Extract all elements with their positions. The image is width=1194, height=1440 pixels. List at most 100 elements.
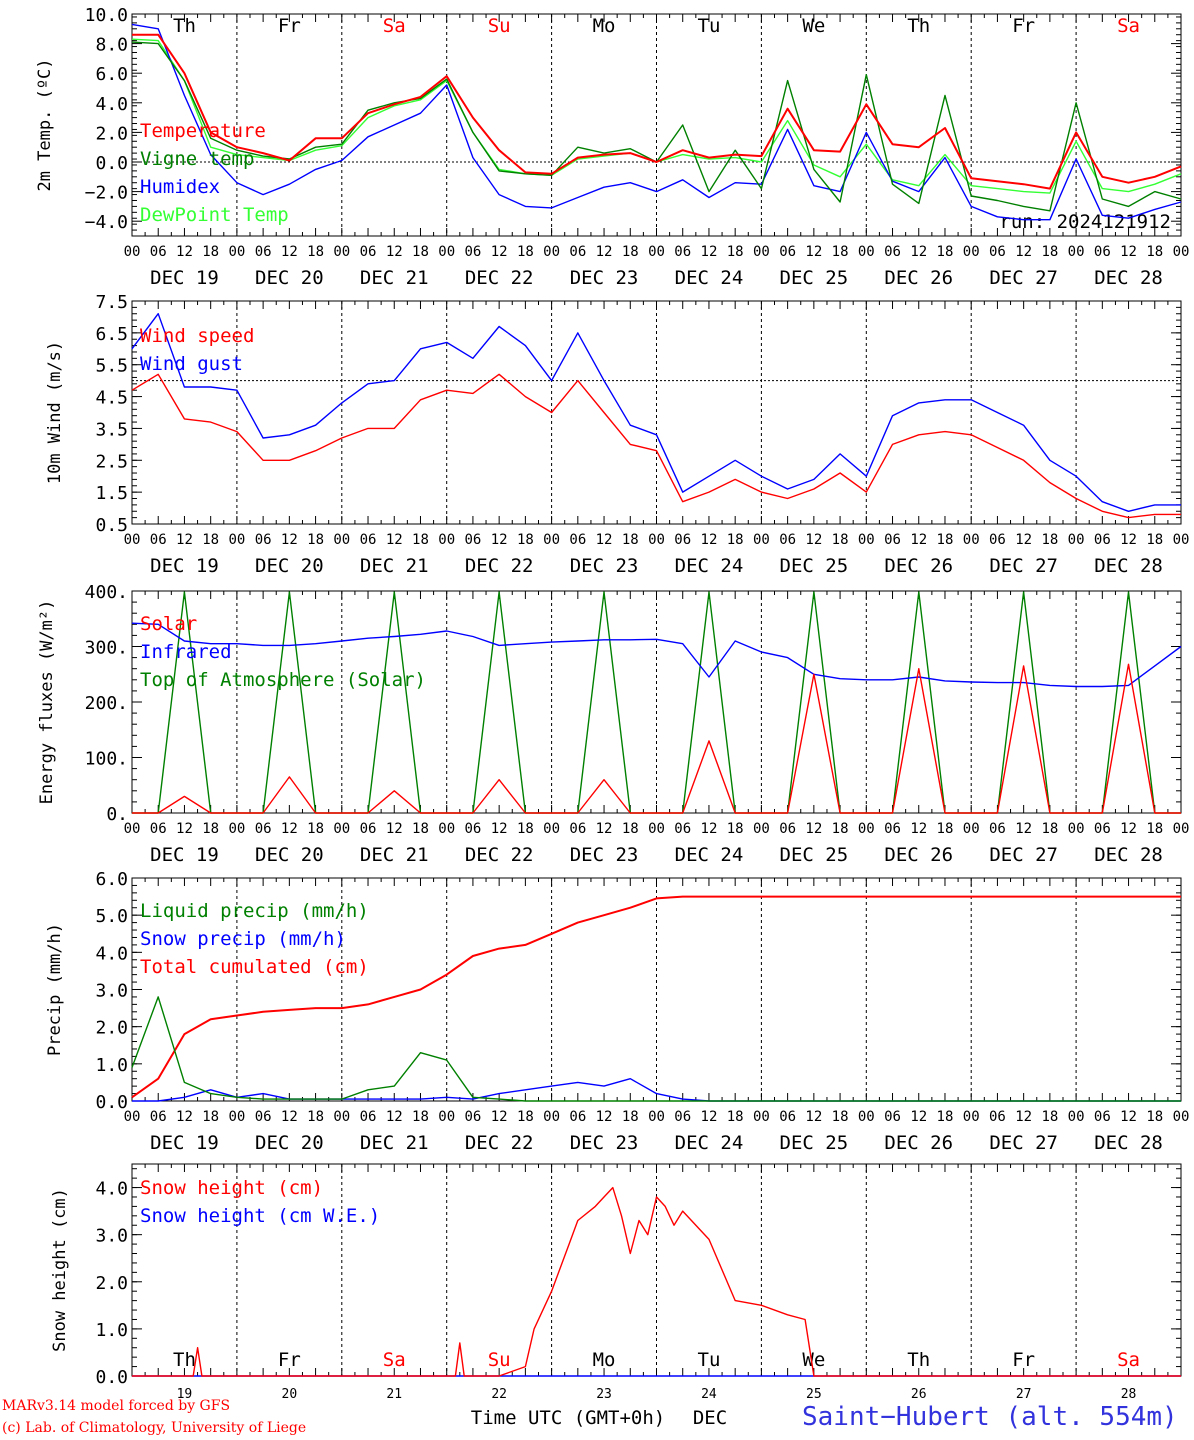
x-hour-label: 18: [937, 821, 954, 837]
y-tick-label: 6.5: [95, 324, 128, 345]
panel-5: 0.0 1.0 2.0 3.0 4.0 Snow height (cm) Th Fr Sa Su M…: [50, 1163, 1182, 1429]
x-hour-label: 00: [438, 244, 455, 260]
y-tick-label: 1.5: [95, 483, 128, 504]
panel-3: 0. 100. 200. 300. 400. Energy fluxes (W/m²) 00…: [37, 582, 1189, 866]
x-hour-label: 12: [805, 821, 822, 837]
x-date-label: DEC 24: [675, 1132, 744, 1154]
x-hour-label: 12: [176, 821, 193, 837]
x-hour-label: 12: [1120, 821, 1137, 837]
x-date-label: DEC 27: [989, 267, 1058, 289]
station-name: Saint−Hubert (alt. 554m): [802, 1402, 1178, 1432]
x-hour-label: 12: [596, 821, 613, 837]
legend-entry: Vigne temp: [140, 148, 254, 170]
x-hour-label: 12: [910, 532, 927, 548]
x-date-label: DEC 21: [360, 844, 429, 866]
y-tick-label: 300.: [85, 638, 128, 659]
series-line-vigne-temp: [131, 41, 1182, 212]
x-hour-label: 06: [150, 532, 167, 548]
y-tick-label: 6.0: [95, 869, 128, 890]
x-hour-label: 18: [832, 244, 849, 260]
x-hour-label: 18: [517, 532, 534, 548]
series-line-wind-speed: [131, 373, 1181, 519]
x-hour-label: 12: [1015, 1109, 1032, 1125]
y-tick-label: 5.0: [95, 906, 128, 927]
y-tick-label: 4.0: [95, 1179, 128, 1200]
x-hour-label: 18: [307, 244, 324, 260]
x-date-label: DEC 26: [884, 844, 953, 866]
x-date-label: DEC 20: [255, 555, 324, 577]
x-hour-label: 12: [281, 244, 298, 260]
y-tick-label: 0.0: [95, 1092, 128, 1113]
y-tick-label: 2.0: [95, 1018, 128, 1039]
x-hour-label: 00: [438, 532, 455, 548]
x-hour-label: 00: [124, 244, 141, 260]
x-hour-label: 06: [150, 244, 167, 260]
legend-entry: Top of Atmosphere (Solar): [140, 669, 426, 691]
x-hour-label: 00: [228, 821, 245, 837]
x-hour-label: 18: [727, 244, 744, 260]
x-hour-label: 12: [491, 821, 508, 837]
x-date-label: DEC 19: [150, 267, 219, 289]
x-hour-label: 18: [1041, 532, 1058, 548]
legend-entry: Wind speed: [140, 325, 254, 347]
series-line-snow-height-cm-: [132, 1186, 1181, 1377]
y-tick-label: 1.0: [95, 1055, 128, 1076]
x-hour-label: 00: [1173, 244, 1190, 260]
y-tick-label: 2.0: [95, 1273, 128, 1294]
x-hour-label: 06: [884, 244, 901, 260]
legend-entry: Snow height (cm W.E.): [140, 1205, 380, 1227]
x-hour-label: 06: [360, 1109, 377, 1125]
x-hour-label: 06: [779, 1109, 796, 1125]
model-credit: MARv3.14 model forced by GFS: [2, 1398, 231, 1414]
y-tick-label: −4.0: [85, 212, 128, 233]
y-tick-label: 2.0: [95, 123, 128, 144]
x-hour-label: 06: [360, 244, 377, 260]
day-number-label: 19: [177, 1387, 193, 1402]
x-hour-label: 06: [569, 1109, 586, 1125]
day-number-label: 26: [911, 1387, 927, 1402]
day-name-label: Fr: [278, 1349, 301, 1371]
x-axis-label: Time UTC (GMT+0h): [471, 1407, 665, 1429]
x-date-label: DEC 26: [884, 1132, 953, 1154]
x-hour-label: 06: [255, 821, 272, 837]
x-hour-label: 12: [701, 1109, 718, 1125]
y-tick-label: 0.: [106, 804, 128, 825]
x-hour-label: 00: [753, 244, 770, 260]
x-date-label: DEC 23: [570, 555, 639, 577]
legend-entry: Humidex: [140, 176, 220, 198]
x-hour-label: 00: [438, 1109, 455, 1125]
x-hour-label: 12: [491, 1109, 508, 1125]
x-hour-label: 06: [464, 532, 481, 548]
y-tick-label: 1.0: [95, 1320, 128, 1341]
x-date-label: DEC 24: [675, 555, 744, 577]
x-hour-label: 00: [1068, 821, 1085, 837]
y-axis-label: 2m Temp. (ºC): [35, 58, 55, 191]
day-name-label: Th: [907, 15, 930, 37]
x-date-label: DEC 27: [989, 1132, 1058, 1154]
day-name-label: Fr: [278, 15, 301, 37]
x-hour-label: 00: [963, 1109, 980, 1125]
panel-2: 0.5 1.5 2.5 3.5 4.5 5.5 6.5 7.5 10m Wind (m/s) 00…: [45, 292, 1189, 577]
x-hour-label: 00: [543, 1109, 560, 1125]
panel-1: −4.0 −2.0 0.0 2.0 4.0 6.0 8.0 10.0 2m Temp. (ºC)…: [35, 5, 1189, 289]
day-number-label: 21: [386, 1387, 402, 1402]
x-hour-label: 00: [543, 532, 560, 548]
x-hour-label: 06: [464, 1109, 481, 1125]
x-hour-label: 12: [491, 532, 508, 548]
x-hour-label: 18: [937, 244, 954, 260]
legend-entry: Solar: [140, 613, 197, 635]
x-hour-label: 12: [805, 1109, 822, 1125]
x-date-label: DEC 28: [1094, 267, 1163, 289]
x-date-label: DEC 28: [1094, 1132, 1163, 1154]
x-date-label: DEC 22: [465, 1132, 534, 1154]
series-line-solar: [132, 663, 1181, 814]
x-hour-label: 06: [989, 821, 1006, 837]
x-hour-label: 06: [360, 821, 377, 837]
x-hour-label: 12: [596, 1109, 613, 1125]
x-hour-label: 18: [727, 1109, 744, 1125]
x-date-label: DEC 22: [465, 844, 534, 866]
x-hour-label: 12: [910, 1109, 927, 1125]
x-hour-label: 18: [1146, 1109, 1163, 1125]
x-hour-label: 06: [989, 532, 1006, 548]
day-name-label: Mo: [593, 1349, 616, 1371]
